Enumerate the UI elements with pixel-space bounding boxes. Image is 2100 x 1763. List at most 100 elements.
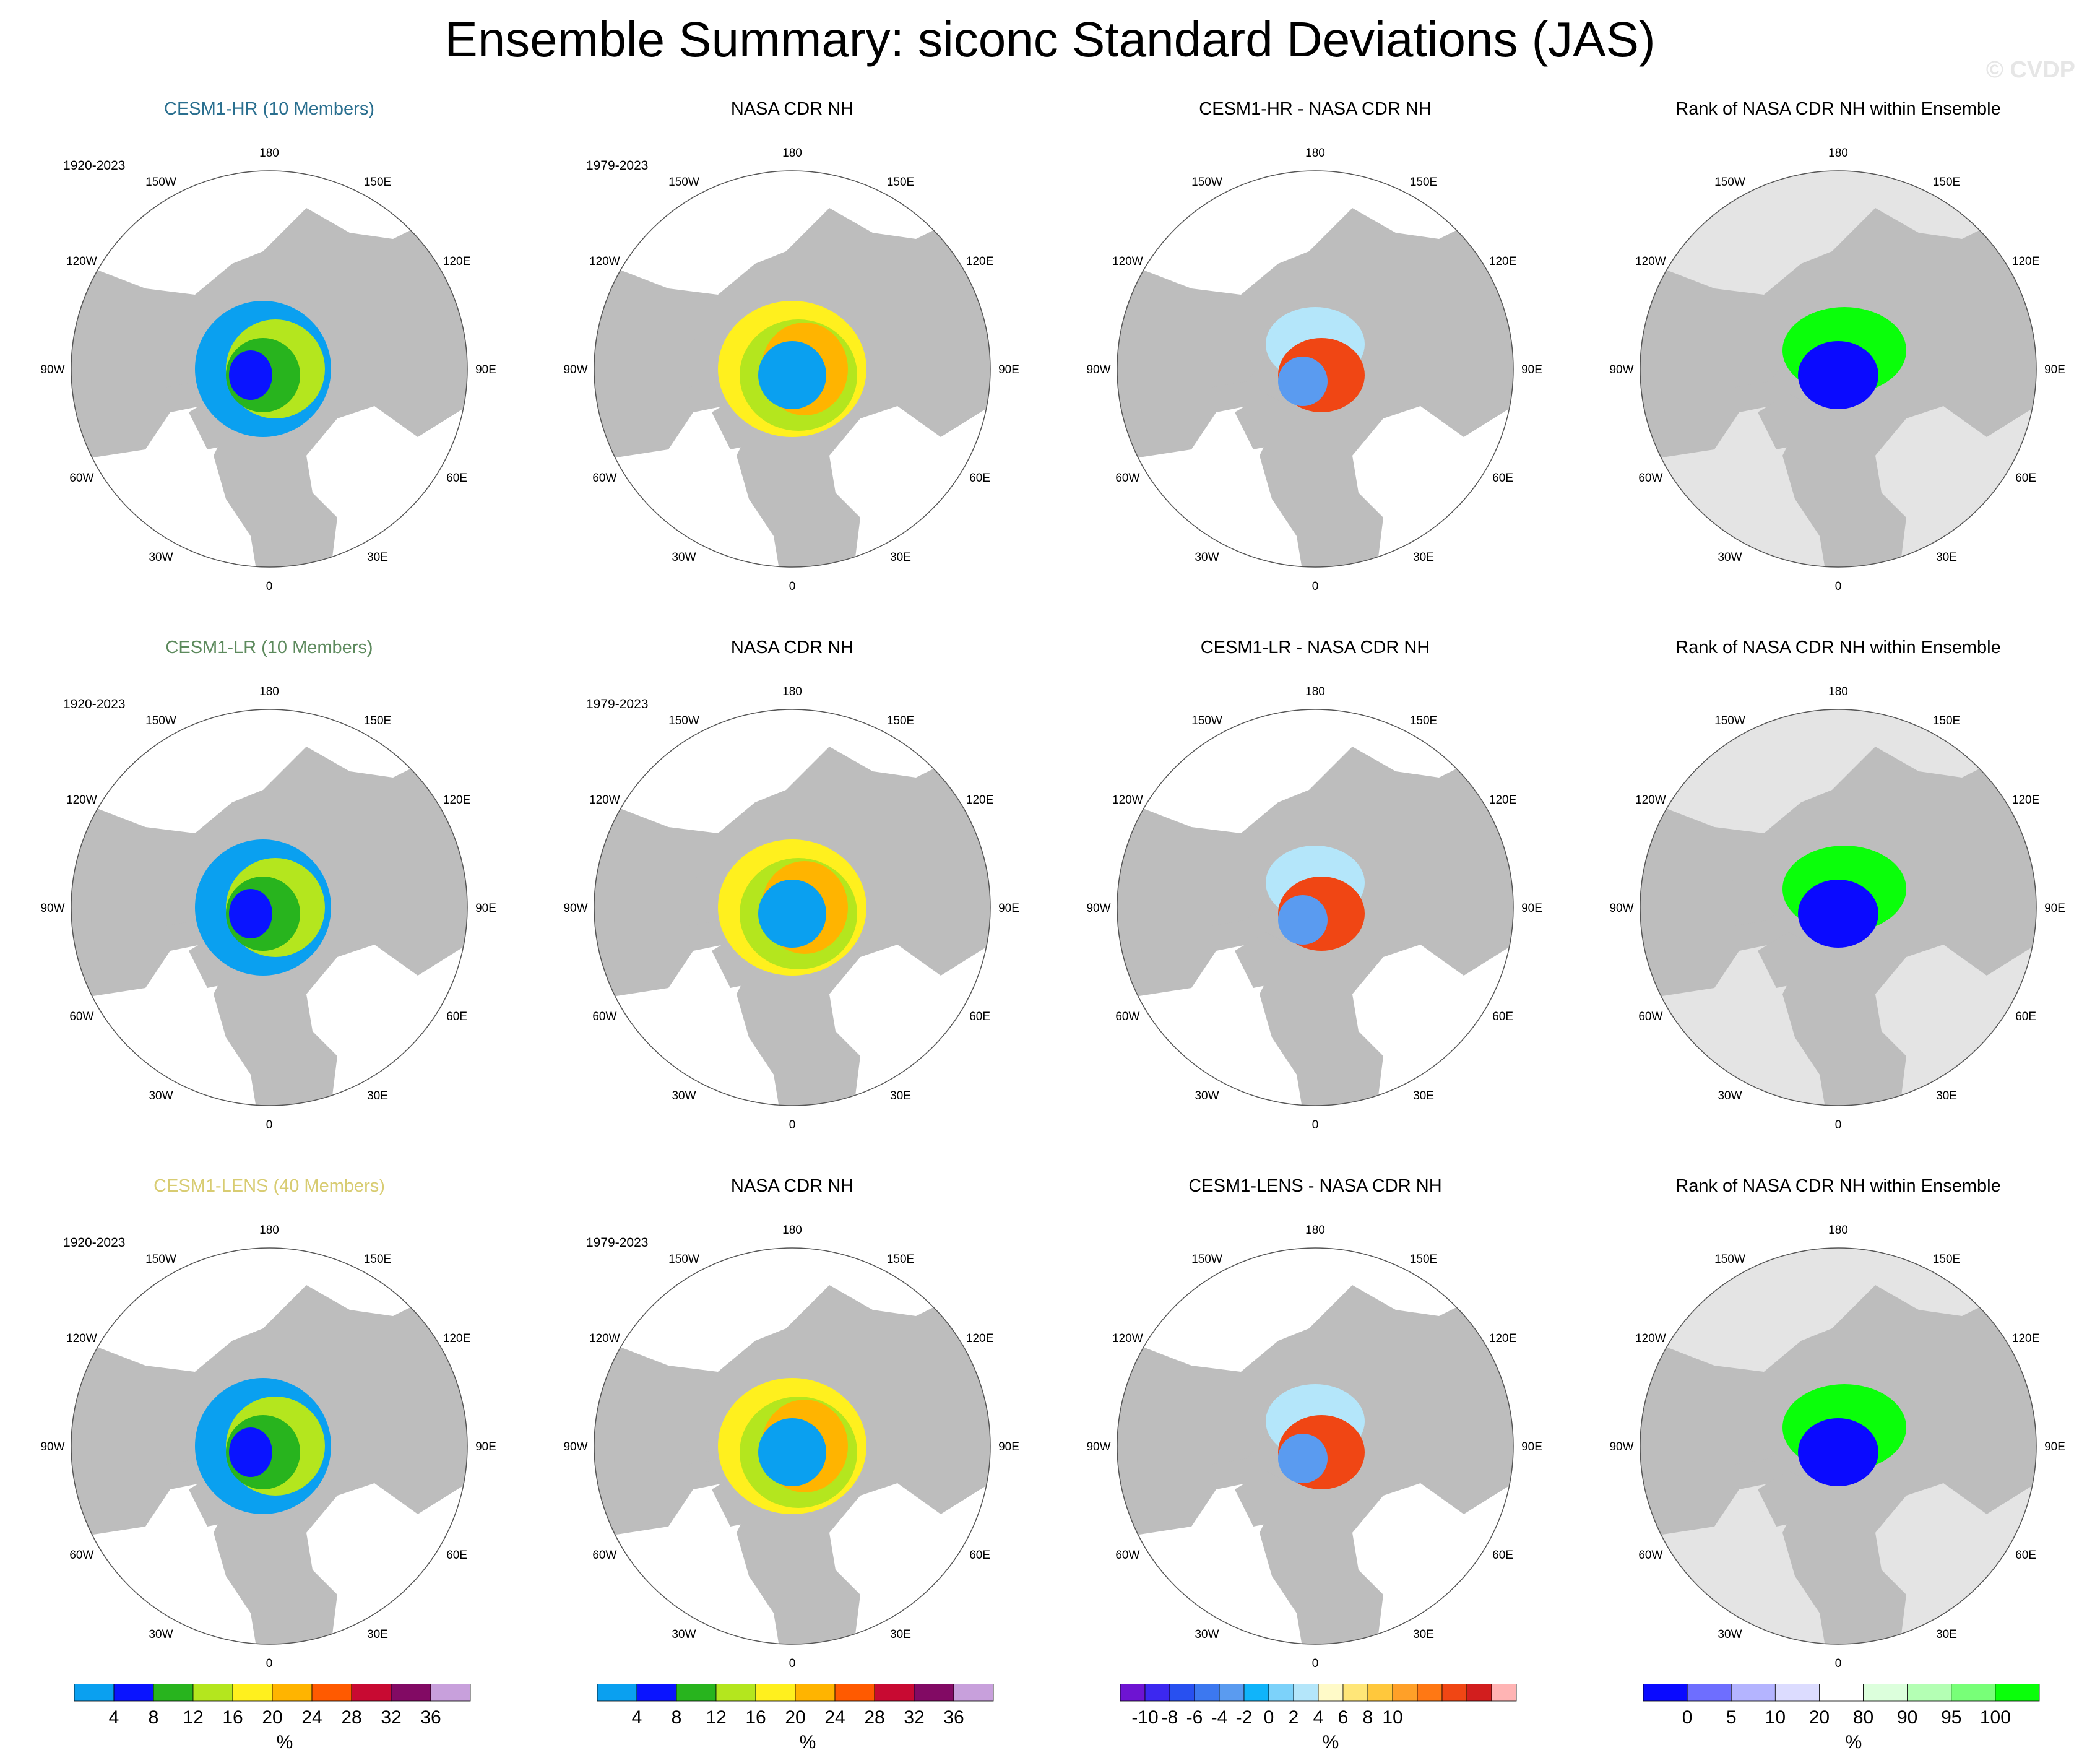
land-mass — [1727, 332, 1789, 388]
legend-swatch — [953, 1684, 994, 1702]
longitude-label: 60W — [1638, 472, 1662, 485]
map-panel-model: CESM1-LENS (40 Members) 1920-2023 180 150E 1… — [31, 1176, 508, 1715]
longitude-label: 180 — [782, 1224, 802, 1237]
longitude-label: 90W — [563, 1440, 587, 1453]
map-boundary — [71, 170, 468, 568]
legend-swatch — [232, 1684, 273, 1702]
longitude-label: 90E — [998, 1440, 1019, 1453]
longitude-label: 30W — [672, 551, 696, 564]
longitude-label: 0 — [789, 580, 796, 593]
land-mass — [1204, 332, 1266, 388]
longitude-label: 150W — [668, 1253, 699, 1266]
longitude-label: 60E — [969, 472, 990, 485]
longitude-label: 120E — [1489, 255, 1516, 268]
map-boundary — [1640, 709, 2037, 1106]
legend-tick-label: 10 — [1382, 1707, 1402, 1728]
longitude-label: 90W — [40, 1440, 64, 1453]
legend-tick-label: 16 — [222, 1707, 243, 1728]
longitude-label: 60E — [446, 1010, 467, 1023]
page-title: Ensemble Summary: siconc Standard Deviat… — [444, 12, 1656, 67]
longitude-label: 150E — [1933, 714, 1960, 727]
longitude-label: 60E — [1492, 1549, 1513, 1562]
panel-title: CESM1-LENS (40 Members) — [153, 1176, 385, 1196]
longitude-label: 0 — [1312, 580, 1319, 593]
longitude-label: 30W — [149, 551, 173, 564]
longitude-label: 120E — [443, 255, 470, 268]
watermark: © CVDP — [1985, 57, 2075, 83]
map-panel-diff: CESM1-HR - NASA CDR NH 180 150E 120E 90E 60E 3… — [1077, 99, 1553, 638]
legend-tick-label: 4 — [632, 1707, 642, 1728]
longitude-label: 90E — [475, 902, 496, 915]
longitude-label: 90W — [40, 902, 64, 915]
longitude-label: 30E — [1936, 1089, 1957, 1102]
legend-swatch — [1687, 1684, 1732, 1702]
legend-tick-label: 90 — [1897, 1707, 1917, 1728]
longitude-label: 30W — [1718, 1089, 1742, 1102]
longitude-label: 120E — [1489, 1332, 1516, 1345]
longitude-label: 0 — [1835, 1657, 1842, 1670]
legend-swatch — [1219, 1684, 1245, 1702]
longitude-label: 30W — [1195, 1628, 1219, 1641]
longitude-label: 120W — [66, 1332, 97, 1345]
longitude-label: 150W — [1191, 714, 1222, 727]
polar-map: 180 150E 120E 90E 60E 30E 0 30W 60W 90W 120W 150W — [40, 1224, 496, 1670]
legend-tick-label: 0 — [1264, 1707, 1274, 1728]
legend-bar: -10 -8 -6 -4 -2 0 2 4 6 8 10 — [1120, 1684, 1517, 1728]
legend-tick-label: 36 — [420, 1707, 441, 1728]
longitude-label: 60E — [969, 1549, 990, 1562]
legend-swatch — [1293, 1684, 1319, 1702]
map-panel-diff: CESM1-LR - NASA CDR NH 180 150E 120E 90E 60E 3… — [1077, 638, 1553, 1176]
legend-swatch — [1774, 1684, 1820, 1702]
legend-swatch — [1643, 1684, 1688, 1702]
legend-tick-label: 32 — [381, 1707, 401, 1728]
longitude-label: 120W — [66, 255, 97, 268]
legend-tick-label: 16 — [745, 1707, 766, 1728]
longitude-label: 60W — [1115, 1549, 1139, 1562]
longitude-label: 120W — [1112, 255, 1143, 268]
legend-tick-label: -6 — [1186, 1707, 1203, 1728]
legend-swatch — [1194, 1684, 1220, 1702]
longitude-label: 120W — [66, 794, 97, 807]
longitude-label: 60E — [969, 1010, 990, 1023]
longitude-label: 90W — [40, 363, 64, 376]
map-panel-obs: NASA CDR NH 1979-2023 180 150E 120E 90E 60E 30E… — [554, 99, 1031, 638]
longitude-label: 30W — [149, 1628, 173, 1641]
map-boundary — [594, 170, 991, 568]
panel-title: NASA CDR NH — [730, 638, 854, 657]
land-mass — [1758, 394, 1813, 449]
legend-swatch — [1392, 1684, 1418, 1702]
longitude-label: 90E — [998, 363, 1019, 376]
panel-period: 1979-2023 — [586, 158, 649, 173]
legend-tick-label: -4 — [1211, 1707, 1228, 1728]
longitude-label: 30E — [1936, 551, 1957, 564]
land-mass — [1235, 932, 1290, 988]
longitude-label: 150W — [1191, 1253, 1222, 1266]
polar-map: 180 150E 120E 90E 60E 30E 0 30W 60W 90W 120W 150W — [40, 685, 496, 1132]
sea-ice-field — [1278, 895, 1328, 945]
legend-swatch — [391, 1684, 431, 1702]
longitude-label: 180 — [1828, 1224, 1848, 1237]
legend-swatch — [597, 1684, 637, 1702]
sea-ice-field — [1278, 357, 1328, 406]
legend-swatch — [74, 1684, 115, 1702]
sea-ice-field — [758, 880, 826, 948]
longitude-label: 0 — [1312, 1657, 1319, 1670]
legend-bar: 4 8 12 16 20 24 28 32 36 — [74, 1684, 471, 1728]
polar-map: 180 150E 120E 90E 60E 30E 0 30W 60W 90W 120W 150W — [1086, 1224, 1542, 1670]
longitude-label: 120W — [1635, 255, 1666, 268]
land-mass — [1204, 870, 1266, 926]
legend-tick-label: 24 — [301, 1707, 322, 1728]
longitude-label: 120W — [1635, 1332, 1666, 1345]
legend-tick-label: 28 — [341, 1707, 361, 1728]
map-panel-rank: Rank of NASA CDR NH within Ensemble 180 15… — [1600, 99, 2076, 638]
longitude-label: 150W — [668, 176, 699, 189]
longitude-label: 60E — [2015, 1010, 2036, 1023]
longitude-label: 120W — [1112, 1332, 1143, 1345]
longitude-label: 90E — [2044, 902, 2065, 915]
longitude-label: 90W — [1609, 1440, 1633, 1453]
longitude-label: 150W — [145, 714, 176, 727]
legend-swatch — [1491, 1684, 1517, 1702]
longitude-label: 180 — [1828, 685, 1848, 698]
longitude-label: 150W — [1714, 714, 1745, 727]
longitude-label: 60E — [2015, 1549, 2036, 1562]
